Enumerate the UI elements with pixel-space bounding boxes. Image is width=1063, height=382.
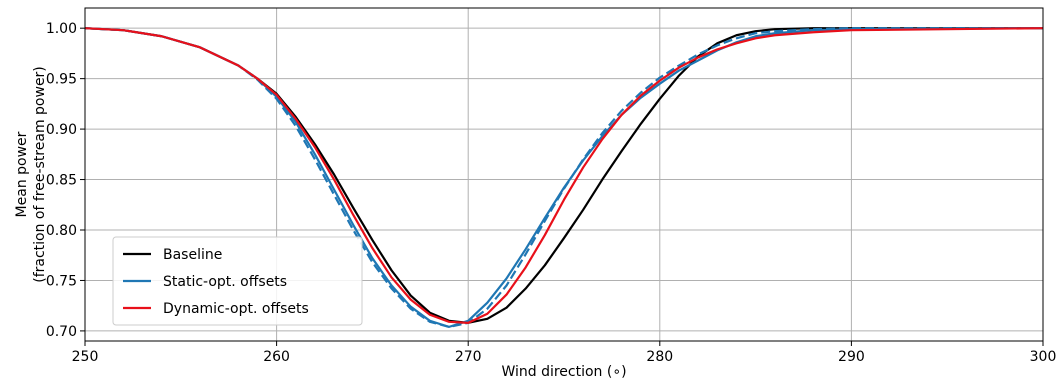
series-line (84, 27, 1043, 328)
y-tick-label: 0.80 (46, 223, 77, 239)
y-tick-label: 1.00 (46, 21, 77, 37)
x-tick-label: 280 (646, 349, 673, 365)
x-tick-label: 250 (72, 349, 99, 365)
legend-label: Dynamic-opt. offsets (163, 301, 309, 317)
y-axis-label-line1: Mean power (14, 131, 30, 217)
series-line (84, 27, 1044, 324)
y-tick-label: 0.75 (46, 273, 77, 289)
y-tick-label: 0.70 (46, 324, 77, 340)
x-axis-label: Wind direction (∘) (501, 364, 626, 380)
legend-label: Static-opt. offsets (163, 274, 287, 290)
x-tick-label: 270 (455, 349, 482, 365)
legend: Baseline Static-opt. offsets Dynamic-opt. … (112, 236, 363, 326)
plot-frame (84, 7, 1044, 342)
x-tick-label: 300 (1030, 349, 1057, 365)
y-axis-ticks: 0.70 0.75 0.80 0.85 0.90 0.95 1.00 (46, 21, 85, 340)
y-tick-label: 0.90 (46, 122, 77, 138)
x-tick-label: 290 (838, 349, 865, 365)
legend-box (112, 236, 363, 326)
series-layer (84, 27, 1044, 328)
y-axis-label-line2: (fraction of free-stream power) (32, 66, 48, 283)
y-tick-label: 0.85 (46, 173, 77, 189)
x-axis-ticks: 250 260 270 280 290 300 (72, 341, 1057, 365)
plot-area (84, 27, 1044, 328)
x-tick-label: 260 (263, 349, 290, 365)
legend-label: Baseline (163, 247, 222, 263)
y-tick-label: 0.95 (46, 72, 77, 88)
